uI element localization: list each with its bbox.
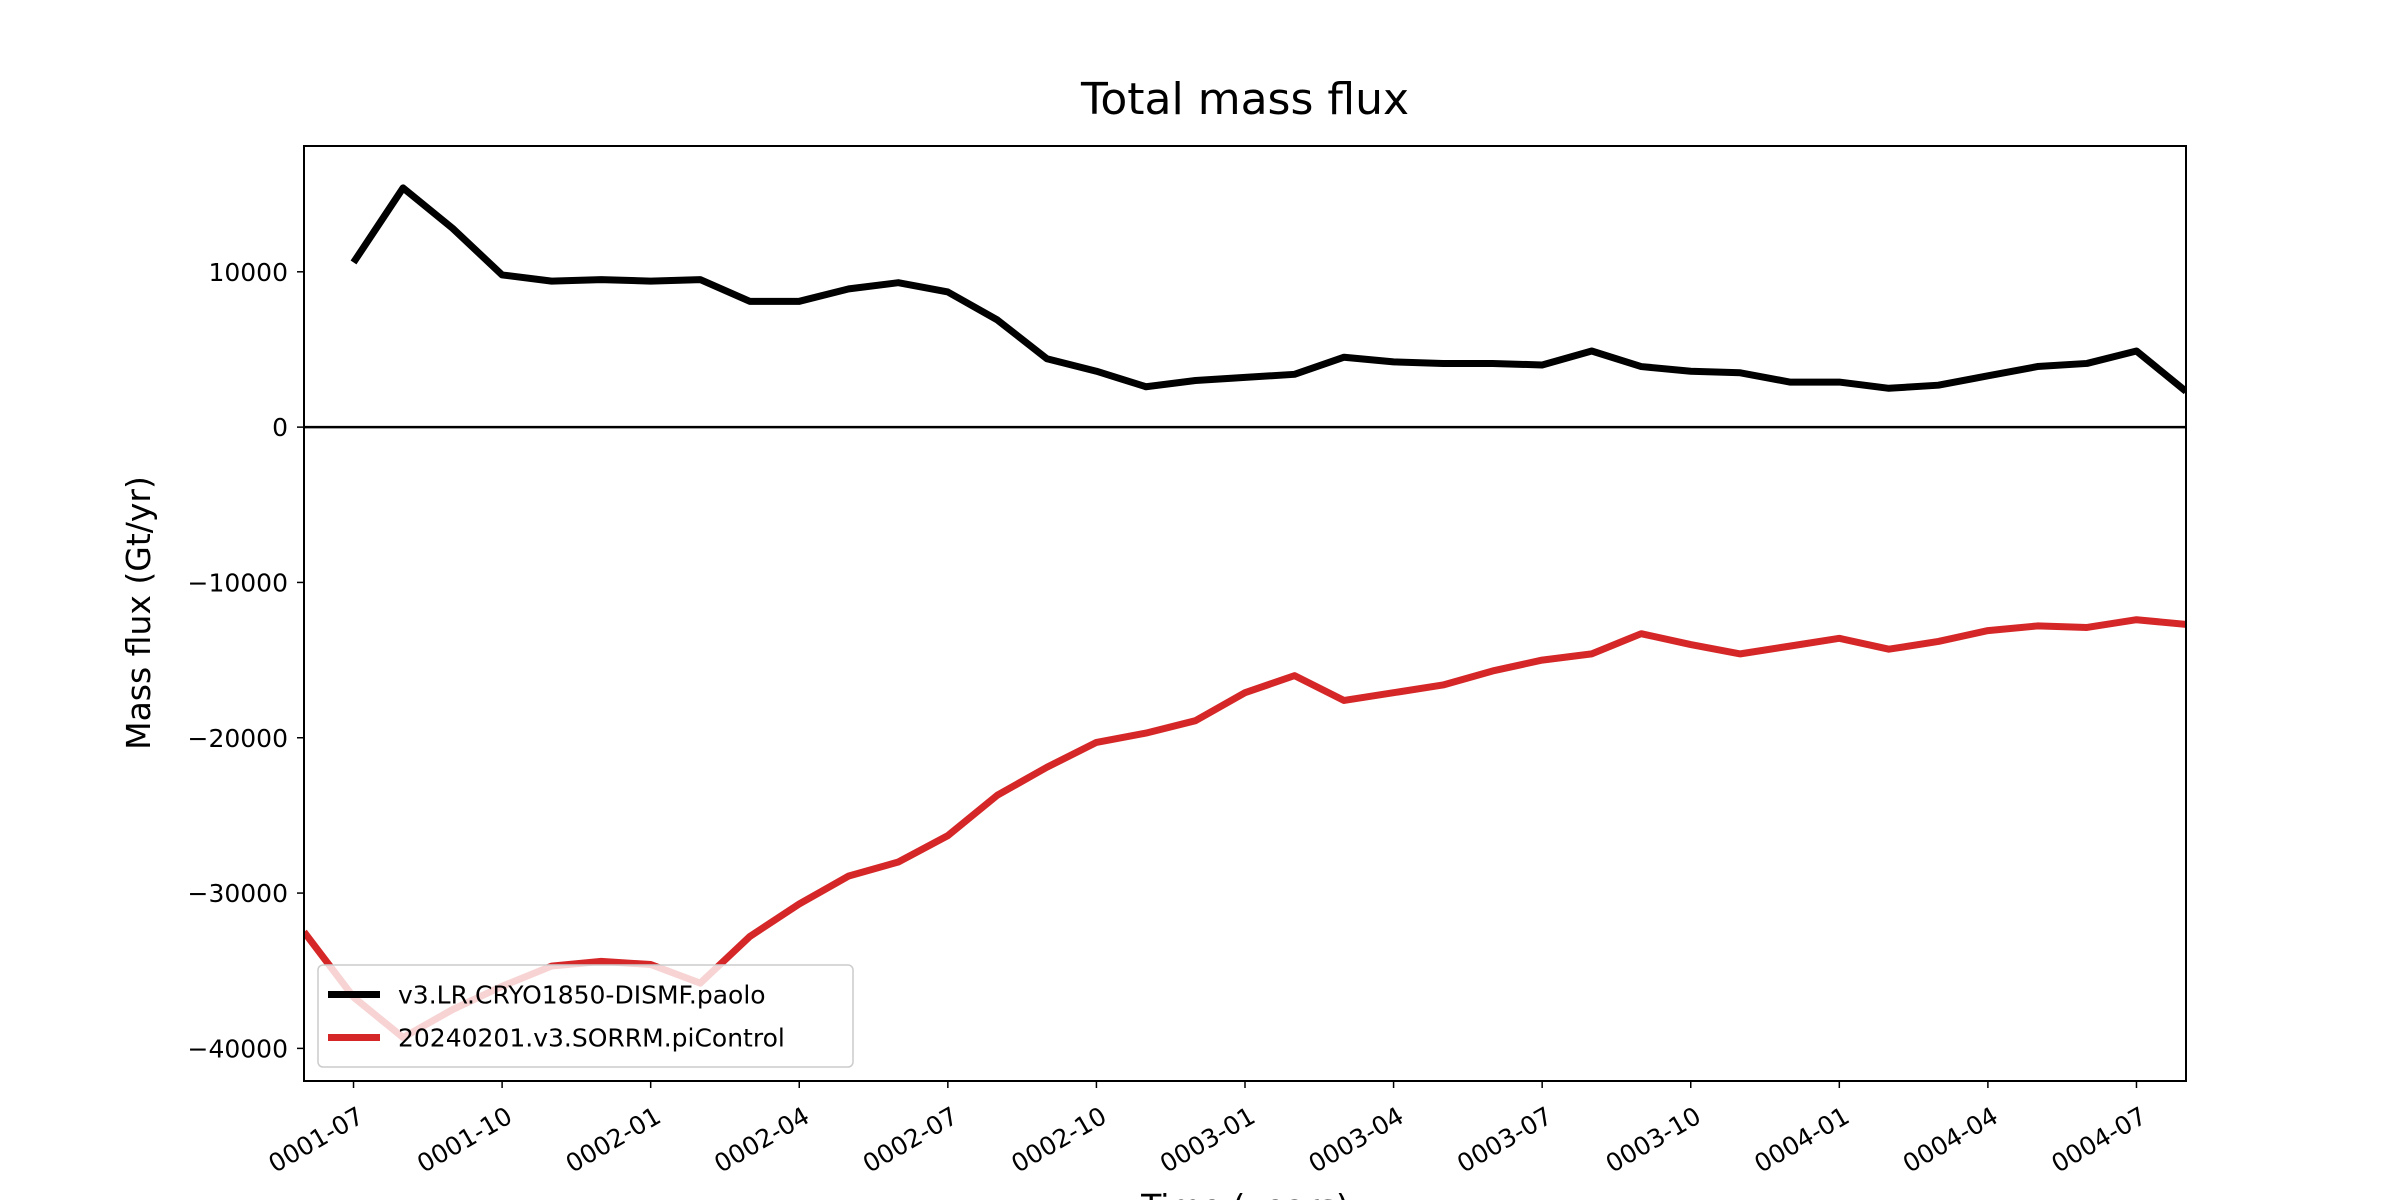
y-tick-label: −30000 [188, 879, 288, 908]
x-tick-label: 0002-01 [561, 1101, 666, 1178]
y-tick-label: 10000 [208, 258, 288, 287]
legend-label: v3.LR.CRYO1850-DISMF.paolo [398, 981, 766, 1010]
y-tick-label: −20000 [188, 724, 288, 753]
y-axis-label: Mass flux (Gt/yr) [119, 476, 158, 750]
plot-frame [303, 145, 2187, 1082]
x-tick-label: 0004-01 [1749, 1101, 1854, 1178]
legend-box [317, 964, 854, 1068]
x-axis-label: Time (years) [1140, 1187, 1349, 1200]
x-tick-label: 0003-01 [1155, 1101, 1260, 1178]
x-tick-label: 0003-07 [1452, 1101, 1557, 1178]
x-tick-label: 0002-04 [709, 1101, 814, 1178]
y-tick-label: −40000 [188, 1034, 288, 1063]
legend: v3.LR.CRYO1850-DISMF.paolo 20240201.v3.SO… [317, 964, 854, 1068]
y-tick-label: 0 [272, 413, 288, 442]
x-tick-label: 0002-07 [858, 1101, 963, 1178]
data-line [304, 616, 2186, 1042]
data-line [350, 184, 2186, 395]
x-tick-label: 0001-10 [412, 1101, 517, 1178]
x-tick-label: 0001-07 [264, 1101, 369, 1178]
y-tick-label: −10000 [188, 568, 288, 597]
x-tick-label: 0004-07 [2047, 1101, 2152, 1178]
chart-title: Total mass flux [1080, 74, 1409, 125]
x-tick-label: 0002-10 [1006, 1101, 1111, 1178]
x-tick-label: 0003-04 [1304, 1101, 1409, 1178]
x-tick-label: 0003-10 [1601, 1101, 1706, 1178]
x-tick-label: 0004-04 [1898, 1101, 2003, 1178]
legend-label: 20240201.v3.SORRM.piControl [398, 1024, 785, 1053]
